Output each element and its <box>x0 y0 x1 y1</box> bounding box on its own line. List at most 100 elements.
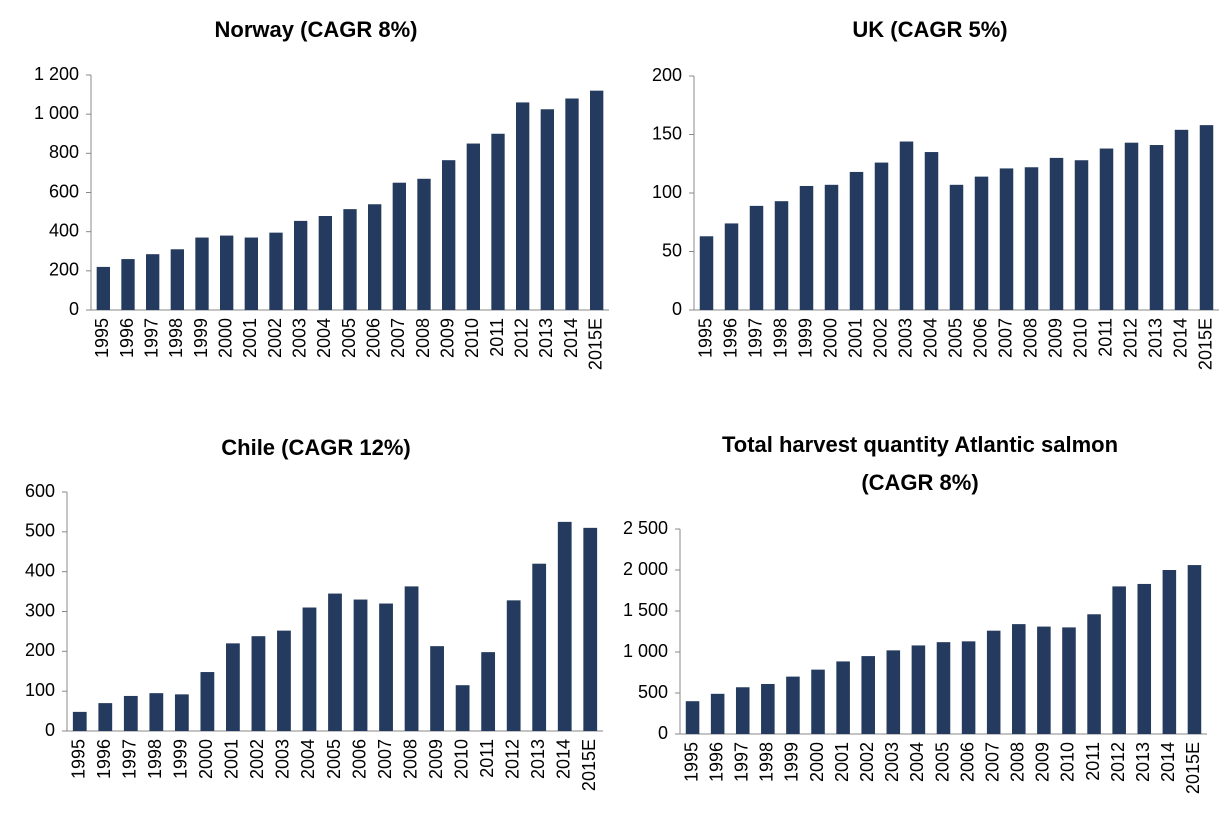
bar <box>318 216 332 310</box>
x-tick-label: 1999 <box>171 739 191 779</box>
bar <box>557 521 572 731</box>
x-tick-label: 1998 <box>757 742 777 782</box>
x-tick-label: 2014 <box>561 318 581 358</box>
bar <box>244 237 258 310</box>
x-tick-label: 2006 <box>349 739 369 779</box>
y-tick-label: 1 000 <box>34 103 79 123</box>
x-tick-label: 2000 <box>215 318 235 358</box>
x-tick-label: 2003 <box>289 318 309 358</box>
bar <box>1124 142 1139 310</box>
bar <box>999 168 1014 310</box>
y-tick-label: 400 <box>25 560 55 580</box>
bar <box>724 223 739 310</box>
y-tick-label: 200 <box>49 260 79 280</box>
y-tick-label: 200 <box>652 65 682 85</box>
x-tick-label: 2009 <box>1045 318 1065 358</box>
x-tick-label: 2015E <box>1183 742 1203 794</box>
x-tick-label: 2014 <box>553 739 573 779</box>
bar <box>269 232 283 310</box>
bar <box>174 694 189 731</box>
y-tick-label: 1 200 <box>34 64 79 84</box>
x-tick-label: 2008 <box>1020 318 1040 358</box>
x-tick-label: 2003 <box>882 742 902 782</box>
bar <box>404 586 419 731</box>
bar <box>583 527 598 731</box>
x-tick-label: 2002 <box>857 742 877 782</box>
x-tick-label: 1998 <box>166 318 186 358</box>
x-tick-label: 1995 <box>92 318 112 358</box>
x-tick-label: 2005 <box>932 742 952 782</box>
bar <box>1112 586 1126 734</box>
x-tick-label: 2006 <box>957 742 977 782</box>
bar <box>936 642 951 734</box>
bar <box>735 687 750 734</box>
x-tick-label: 2008 <box>413 318 433 358</box>
bar <box>96 266 110 310</box>
y-tick-label: 100 <box>25 680 55 700</box>
bar <box>874 162 889 310</box>
x-tick-label: 2011 <box>1095 318 1115 357</box>
x-tick-label: 1997 <box>120 739 140 779</box>
bar <box>949 184 964 310</box>
bar <box>710 693 725 734</box>
x-tick-label: 2013 <box>536 318 556 358</box>
x-tick-label: 2001 <box>222 739 242 779</box>
x-tick-label: 1996 <box>706 742 726 782</box>
x-tick-label: 2006 <box>363 318 383 358</box>
x-tick-label: 2004 <box>920 318 940 358</box>
bar <box>98 703 113 731</box>
x-tick-label: 2012 <box>511 318 531 358</box>
x-tick-label: 2008 <box>1008 742 1028 782</box>
y-tick-label: 800 <box>49 142 79 162</box>
bar <box>442 160 456 310</box>
x-tick-label: 2005 <box>339 318 359 358</box>
chart-title: UK (CAGR 5%) <box>852 17 1008 42</box>
bar <box>1062 627 1076 734</box>
x-tick-label: 2004 <box>298 739 318 779</box>
bar <box>1149 145 1164 310</box>
x-tick-label: 2001 <box>240 318 260 358</box>
bar <box>1037 626 1051 734</box>
bar <box>343 209 357 310</box>
bar <box>1187 565 1202 734</box>
bar <box>379 603 393 731</box>
x-tick-label: 1998 <box>770 318 790 358</box>
bar <box>506 600 521 731</box>
x-tick-label: 2012 <box>1108 742 1128 782</box>
bar <box>1162 570 1177 734</box>
x-tick-label: 2011 <box>487 318 507 357</box>
x-tick-label: 2011 <box>1083 742 1103 781</box>
x-tick-label: 2007 <box>982 742 1002 782</box>
chart-title: Norway (CAGR 8%) <box>214 17 418 42</box>
x-tick-label: 2000 <box>820 318 840 358</box>
bar <box>911 645 926 734</box>
x-tick-label: 1998 <box>145 739 165 779</box>
bar <box>121 259 135 310</box>
bar <box>417 178 431 310</box>
chart-title: Total harvest quantity Atlantic salmon (… <box>721 432 1119 495</box>
bar <box>786 676 800 734</box>
x-tick-label: 2009 <box>426 739 446 779</box>
x-tick-label: 2008 <box>400 739 420 779</box>
bar <box>146 254 160 310</box>
bar <box>590 90 604 311</box>
bar <box>811 669 825 734</box>
y-tick-label: 2 500 <box>623 518 668 538</box>
y-tick-label: 300 <box>25 600 55 620</box>
x-tick-label: 2007 <box>388 318 408 358</box>
bar <box>481 652 496 731</box>
bar <box>540 109 554 310</box>
x-tick-label: 2012 <box>1120 318 1140 358</box>
x-tick-label: 2006 <box>970 318 990 358</box>
y-tick-label: 600 <box>49 181 79 201</box>
bar <box>699 236 714 310</box>
bar <box>532 563 547 731</box>
x-tick-label: 2014 <box>1158 742 1178 782</box>
bar <box>1049 157 1064 310</box>
x-tick-label: 1999 <box>191 318 211 358</box>
bar <box>974 176 989 310</box>
x-tick-label: 2013 <box>528 739 548 779</box>
x-tick-label: 2007 <box>375 739 395 779</box>
x-tick-label: 1997 <box>731 742 751 782</box>
x-tick-label: 1996 <box>117 318 137 358</box>
